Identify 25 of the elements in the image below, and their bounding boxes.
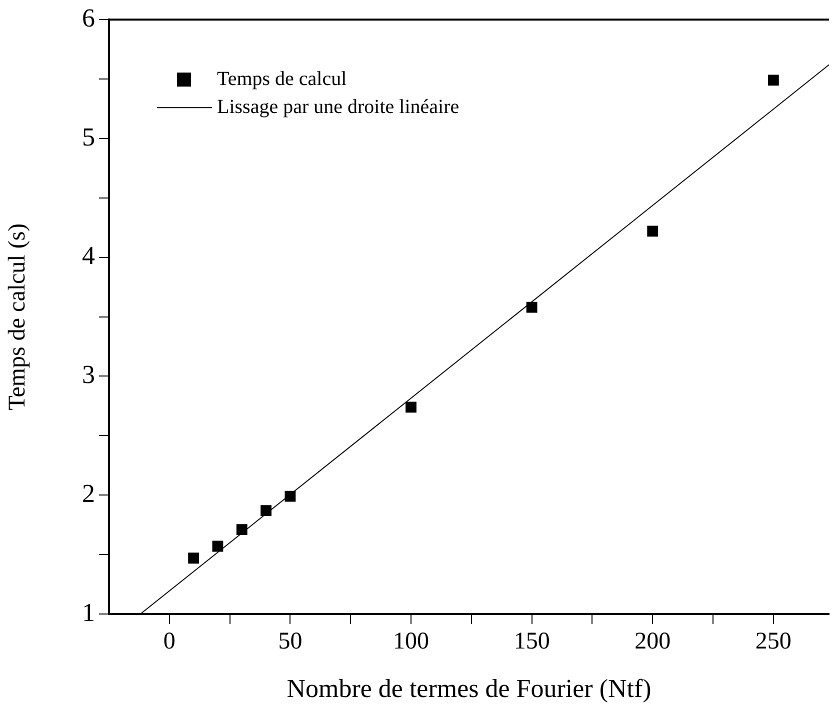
point	[212, 540, 224, 552]
x-tick-label: 150	[514, 628, 550, 655]
point	[284, 490, 296, 502]
x-tick-label: 100	[393, 628, 430, 655]
x-tick-label: 0	[163, 628, 176, 655]
legend-label: Temps de calcul	[217, 68, 348, 90]
point	[526, 302, 538, 313]
y-tick-label: 6	[82, 3, 95, 32]
y-tick-label: 4	[82, 241, 95, 270]
y-axis-title: Temps de calcul (s)	[4, 223, 31, 410]
y-tick-label: 3	[82, 360, 95, 390]
legend-label: Lissage par une droite linéaire	[217, 96, 460, 118]
y-tick-label: 2	[82, 478, 95, 508]
x-tick-label: 200	[634, 628, 671, 655]
x-tick-label: 50	[278, 628, 302, 655]
x-axis-title: Nombre de termes de Fourier (Ntf)	[286, 674, 652, 704]
y-tick-label: 5	[82, 122, 95, 152]
point	[260, 505, 272, 516]
point	[647, 226, 658, 237]
point	[236, 524, 248, 536]
point	[768, 74, 779, 86]
y-tick-label: 1	[82, 598, 95, 627]
point	[406, 402, 416, 413]
point	[188, 552, 200, 564]
x-tick-label: 250	[755, 628, 792, 655]
